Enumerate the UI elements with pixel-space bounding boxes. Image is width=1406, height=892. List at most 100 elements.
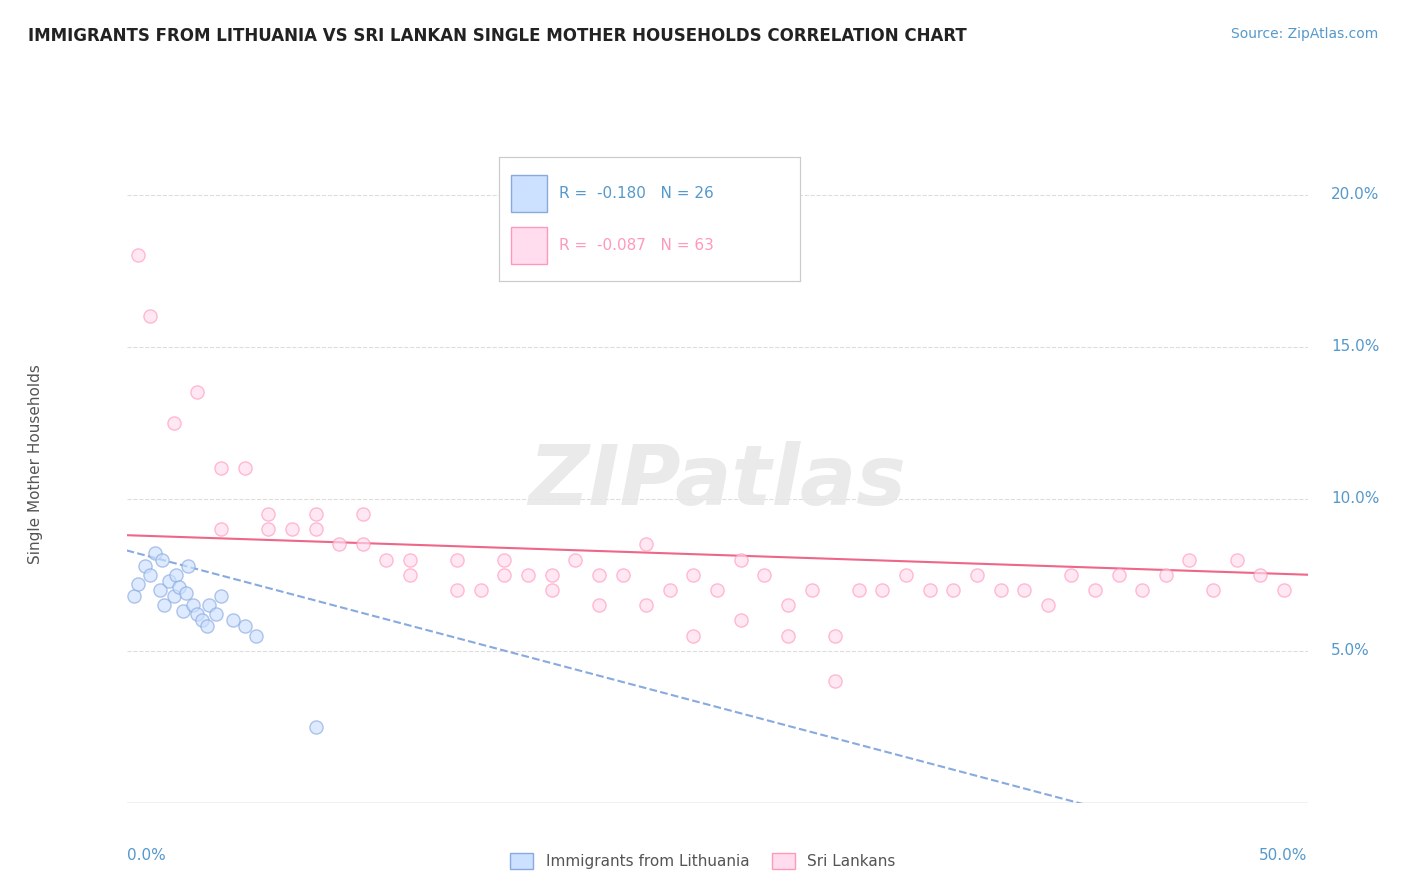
Point [446, 582, 468, 597]
Point [304, 507, 326, 521]
Point [245, 628, 267, 642]
Point [1202, 582, 1225, 597]
Point [682, 628, 704, 642]
Point [990, 582, 1012, 597]
Point [209, 522, 232, 536]
Text: 10.0%: 10.0% [1331, 491, 1379, 506]
Point [1226, 552, 1249, 566]
Point [167, 580, 190, 594]
Point [706, 582, 728, 597]
Point [222, 613, 245, 627]
Point [150, 552, 173, 566]
Point [195, 619, 218, 633]
Legend: Immigrants from Lithuania, Sri Lankans: Immigrants from Lithuania, Sri Lankans [505, 847, 901, 875]
Point [122, 589, 145, 603]
Point [174, 586, 197, 600]
Point [1084, 582, 1107, 597]
Point [776, 598, 799, 612]
Point [564, 552, 586, 566]
Point [1036, 598, 1059, 612]
Point [177, 558, 200, 573]
Point [470, 582, 492, 597]
Text: 50.0%: 50.0% [1260, 848, 1308, 863]
Point [143, 546, 166, 560]
Point [352, 537, 374, 551]
Point [1130, 582, 1153, 597]
Point [446, 552, 468, 566]
Point [730, 552, 752, 566]
Point [127, 248, 149, 262]
Point [257, 522, 280, 536]
Point [165, 567, 187, 582]
Point [754, 567, 776, 582]
Point [233, 461, 256, 475]
Point [163, 589, 186, 603]
Point [172, 604, 194, 618]
Point [1012, 582, 1035, 597]
Point [257, 507, 280, 521]
Point [658, 582, 681, 597]
Point [209, 589, 232, 603]
Point [352, 507, 374, 521]
Text: 15.0%: 15.0% [1331, 339, 1379, 354]
Point [588, 567, 610, 582]
Point [191, 613, 214, 627]
Point [209, 461, 232, 475]
Text: ZIPatlas: ZIPatlas [529, 442, 905, 522]
Point [399, 567, 422, 582]
Point [540, 582, 562, 597]
Point [636, 598, 658, 612]
Point [800, 582, 823, 597]
Point [612, 567, 634, 582]
Point [198, 598, 221, 612]
Point [918, 582, 941, 597]
Point [139, 567, 162, 582]
Point [157, 574, 180, 588]
Point [205, 607, 228, 622]
Point [494, 552, 516, 566]
Point [304, 522, 326, 536]
Text: Source: ZipAtlas.com: Source: ZipAtlas.com [1230, 27, 1378, 41]
Point [163, 416, 186, 430]
Point [1272, 582, 1295, 597]
Point [181, 598, 204, 612]
Point [824, 674, 846, 689]
Point [872, 582, 894, 597]
Point [540, 567, 562, 582]
Point [1154, 567, 1177, 582]
Point [517, 567, 540, 582]
Point [375, 552, 398, 566]
Point [149, 582, 172, 597]
Point [636, 537, 658, 551]
Point [588, 598, 610, 612]
Point [233, 619, 256, 633]
Point [848, 582, 870, 597]
Text: 0.0%: 0.0% [127, 848, 166, 863]
Text: IMMIGRANTS FROM LITHUANIA VS SRI LANKAN SINGLE MOTHER HOUSEHOLDS CORRELATION CHA: IMMIGRANTS FROM LITHUANIA VS SRI LANKAN … [28, 27, 967, 45]
Point [894, 567, 917, 582]
Text: Single Mother Households: Single Mother Households [28, 364, 42, 564]
Point [186, 607, 208, 622]
Point [1060, 567, 1083, 582]
Point [776, 628, 799, 642]
Point [127, 577, 149, 591]
Point [966, 567, 988, 582]
Point [186, 385, 208, 400]
Point [328, 537, 350, 551]
Point [1178, 552, 1201, 566]
Point [494, 567, 516, 582]
Point [942, 582, 965, 597]
Point [1108, 567, 1130, 582]
Point [134, 558, 156, 573]
Point [682, 567, 704, 582]
Text: 5.0%: 5.0% [1331, 643, 1369, 658]
Text: 20.0%: 20.0% [1331, 187, 1379, 202]
Point [399, 552, 422, 566]
Point [824, 628, 846, 642]
Point [139, 310, 162, 324]
Point [304, 720, 326, 734]
Point [1249, 567, 1271, 582]
Point [730, 613, 752, 627]
Point [153, 598, 176, 612]
Point [281, 522, 304, 536]
